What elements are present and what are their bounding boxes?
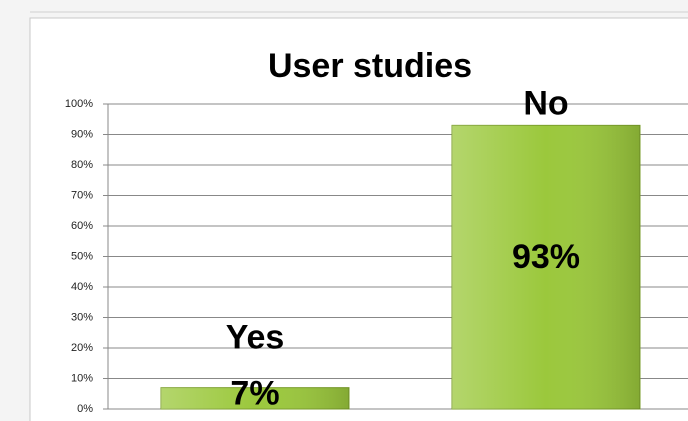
y-tick-label: 30% (71, 311, 93, 323)
value-label: 7% (230, 375, 279, 413)
value-label: 93% (512, 238, 580, 276)
y-tick-label: 20% (71, 342, 93, 354)
bar-shading (452, 125, 640, 409)
y-tick-label: 60% (71, 220, 93, 232)
chart-title: User studies (268, 47, 472, 85)
y-tick-label: 40% (71, 281, 93, 293)
y-tick-label: 100% (65, 98, 93, 110)
y-tick-label: 70% (71, 189, 93, 201)
category-label: No (523, 84, 568, 122)
y-tick-label: 80% (71, 159, 93, 171)
bar-shading (161, 387, 349, 409)
category-label: Yes (226, 319, 285, 357)
y-tick-label: 10% (71, 372, 93, 384)
y-tick-label: 50% (71, 250, 93, 262)
y-tick-label: 90% (71, 128, 93, 140)
y-tick-label: 0% (77, 403, 93, 415)
